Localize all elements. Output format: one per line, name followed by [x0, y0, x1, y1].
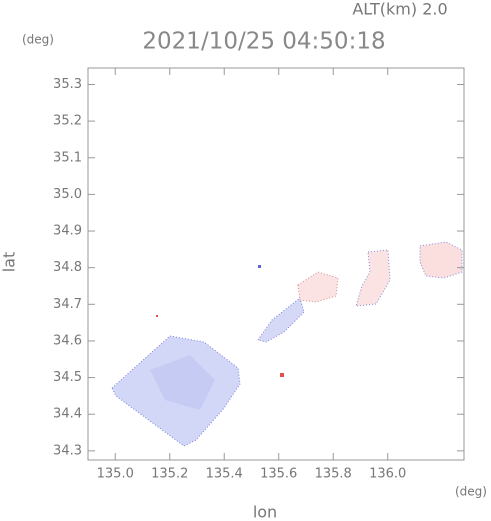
- y-tick-label: 34.3: [53, 443, 82, 458]
- plot-frame: [87, 67, 465, 461]
- altitude-label: ALT(km) 2.0: [352, 0, 447, 19]
- y-tick-label: 34.5: [53, 370, 82, 385]
- x-axis-label: lon: [253, 503, 277, 521]
- x-tick-label: 135.0: [97, 467, 134, 482]
- y-tick-label: 35.0: [53, 187, 82, 202]
- blue-echo: [257, 297, 305, 343]
- y-tick-label: 35.1: [53, 150, 82, 165]
- x-unit: (deg): [455, 485, 487, 499]
- echoes: [111, 241, 463, 447]
- y-unit: (deg): [22, 33, 54, 47]
- x-tick-label: 135.4: [206, 467, 243, 482]
- y-tick-label: 34.9: [53, 224, 82, 239]
- red-echo: [419, 241, 463, 279]
- red-echo: [355, 249, 391, 307]
- y-tick-label: 34.8: [53, 260, 82, 275]
- red-echo-dot: [156, 315, 158, 317]
- blue-echo-core: [150, 355, 215, 410]
- x-tick-label: 135.8: [315, 467, 352, 482]
- y-axis-label: lat: [0, 252, 19, 273]
- blue-echo-dot: [258, 265, 261, 268]
- red-echo-dot: [280, 373, 284, 377]
- y-tick-label: 35.3: [53, 77, 82, 92]
- x-tick-label: 135.6: [260, 467, 297, 482]
- y-tick-label: 34.7: [53, 297, 82, 312]
- chart-title: 2021/10/25 04:50:18: [142, 29, 385, 55]
- y-tick-label: 35.2: [53, 114, 82, 129]
- red-echo: [297, 271, 339, 303]
- y-tick-label: 34.4: [53, 407, 82, 422]
- x-tick-label: 135.2: [151, 467, 188, 482]
- x-tick-label: 136.0: [369, 467, 406, 482]
- y-tick-label: 34.6: [53, 333, 82, 348]
